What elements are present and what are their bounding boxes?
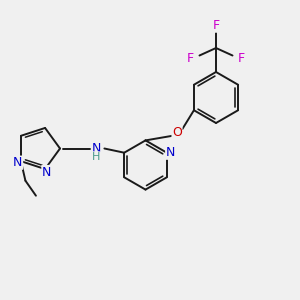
Text: F: F bbox=[212, 19, 220, 32]
Text: F: F bbox=[238, 52, 245, 65]
Text: F: F bbox=[187, 52, 194, 65]
Text: N: N bbox=[13, 156, 22, 169]
Text: N: N bbox=[42, 166, 51, 178]
Text: O: O bbox=[172, 125, 182, 139]
Text: N: N bbox=[91, 142, 101, 155]
Text: H: H bbox=[92, 152, 100, 162]
Text: N: N bbox=[166, 146, 175, 159]
